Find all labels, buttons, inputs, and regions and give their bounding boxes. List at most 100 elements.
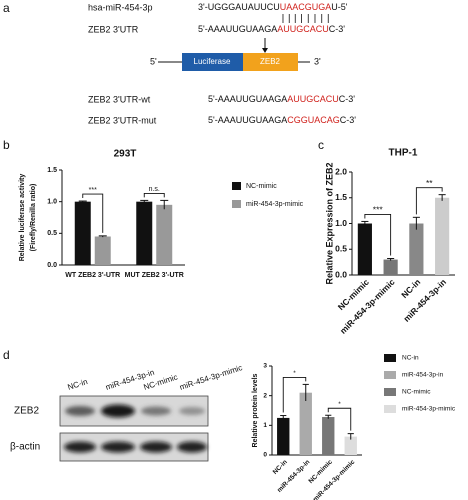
sequence-part: AUUGCACU	[277, 24, 329, 34]
bar	[409, 223, 424, 275]
blot-band	[141, 406, 171, 416]
chart: 293T Relative luciferase activity (Firefly…	[19, 149, 304, 279]
lane-label: NC-in	[66, 377, 88, 392]
y-tick-label: 0.5	[335, 244, 347, 254]
arrow-head	[262, 48, 268, 53]
sequence-part: 5'-AAAUUGUAAGA	[198, 24, 277, 34]
blot-band	[65, 406, 95, 416]
legend-label: NC-mimic	[246, 183, 277, 190]
y-tick-label: 1.5	[335, 192, 347, 202]
sequence: 3'-UGGGAUAUUCUUAACGUGAU-5'	[198, 2, 348, 12]
significance-bracket	[327, 407, 352, 431]
zeb2-box	[243, 53, 298, 71]
y-tick-label: 1	[263, 422, 267, 429]
sequence: 5'-AAAUUGUAAGAAUUGCACUC-3'	[208, 94, 355, 104]
significance-bracket	[143, 192, 165, 198]
y-tick-label: 2	[263, 392, 267, 399]
legend-swatch	[384, 371, 396, 379]
variant-label: ZEB2 3'UTR-wt	[88, 94, 151, 104]
variant-label: ZEB2 3'UTR-mut	[88, 115, 157, 125]
y-axis-label: (Firefly/Renilla ratio)	[30, 184, 37, 252]
x-tick-label: MUT ZEB2 3'-UTR	[125, 272, 184, 279]
bar	[299, 392, 312, 455]
legend-swatch	[232, 200, 241, 208]
y-tick-label: 1.0	[47, 199, 57, 206]
sequence-part: 5'-AAAUUGUAAGA	[208, 115, 287, 125]
y-tick-label: 0.5	[47, 230, 57, 237]
bar	[74, 201, 91, 265]
three-prime: 3'	[314, 56, 321, 66]
significance-label: *	[293, 370, 296, 377]
y-tick-label: 0	[263, 452, 267, 459]
chart: THP-1 Relative Expression of ZEB2 0.0 0.5 1.…	[324, 148, 455, 336]
y-axis-label: Relative protein levels	[252, 373, 259, 447]
blot-band	[179, 407, 205, 415]
protein-label: β-actin	[10, 442, 40, 453]
significance-label: n.s.	[149, 186, 160, 193]
sequence-part: C-3'	[340, 115, 357, 125]
protein-label: ZEB2	[14, 406, 39, 417]
significance-bracket	[415, 187, 443, 215]
x-tick-label: WT ZEB2 3'-UTR	[65, 272, 120, 279]
legend-label: miR-454-3p-mimic	[402, 406, 456, 413]
legend-label: miR-454-3p-in	[402, 372, 444, 379]
x-tick-label: miR-454-3p-mimic	[312, 458, 357, 500]
y-tick-label: 3	[263, 363, 267, 370]
blot-band	[101, 441, 135, 453]
bar	[277, 417, 290, 455]
significance-label: *	[338, 401, 341, 408]
sequence-part: U-5'	[331, 2, 348, 12]
legend-swatch	[384, 388, 396, 396]
sequence: 5'-AAAUUGUAAGAAUUGCACUC-3'	[198, 24, 345, 34]
y-axis-label: Relative Expression of ZEB2	[324, 162, 334, 284]
legend-label: miR-454-3p-mimic	[246, 201, 304, 208]
chart-title: THP-1	[389, 148, 418, 159]
sequence: 5'-AAAUUGUAAGACGGUACAGC-3'	[208, 115, 356, 125]
y-tick-label: 1.0	[335, 218, 347, 228]
sequence-part: C-3'	[339, 94, 356, 104]
chart-title: 293T	[114, 149, 137, 160]
legend-swatch	[384, 405, 396, 413]
five-prime: 5'	[150, 56, 157, 66]
legend-swatch	[384, 354, 396, 362]
sequence-part: 3'-UGGGAUAUUCU	[198, 2, 280, 12]
significance-label: **	[426, 178, 433, 188]
luciferase-box	[182, 53, 243, 71]
bar	[136, 201, 153, 265]
sequence-part: AUUGCACU	[287, 94, 339, 104]
y-tick-label: 0.0	[335, 269, 347, 279]
panel-label: d	[3, 348, 10, 362]
western-blot: ZEB2 β-actin	[10, 395, 209, 462]
blot-band	[177, 441, 207, 453]
legend-label: NC-in	[402, 355, 419, 362]
sequence-part: 5'-AAAUUGUAAGA	[208, 94, 287, 104]
x-tick-label: NC-in	[272, 459, 289, 476]
bar	[156, 204, 173, 265]
sequence-label: hsa-miR-454-3p	[88, 2, 153, 12]
y-axis-label: Relative luciferase activity	[19, 174, 26, 262]
bar	[383, 259, 398, 275]
sequence-part: CGGUACAG	[287, 115, 340, 125]
significance-bracket	[282, 376, 307, 413]
y-tick-label: 1.5	[47, 167, 57, 174]
sequence-part: C-3'	[329, 24, 346, 34]
sequence-part: UAACGUGA	[280, 2, 332, 12]
blot-band	[140, 441, 172, 453]
bar	[435, 197, 450, 275]
y-tick-label: 2.0	[335, 166, 347, 176]
reporter-label: Luciferase	[194, 57, 231, 66]
lane-label: miR-454-3p-mimic	[178, 363, 243, 392]
significance-label: ***	[89, 187, 97, 194]
significance-bracket	[364, 213, 392, 256]
blot-band	[64, 441, 96, 453]
y-tick-label: 0.0	[47, 262, 57, 269]
bar	[357, 223, 372, 275]
panel-label: a	[3, 1, 10, 15]
bar	[344, 436, 357, 455]
significance-label: ***	[373, 205, 384, 215]
panel-label: c	[318, 138, 324, 152]
bar	[94, 236, 111, 265]
x-tick-label: NC-in	[399, 277, 422, 300]
insert-label: ZEB2	[260, 57, 281, 66]
